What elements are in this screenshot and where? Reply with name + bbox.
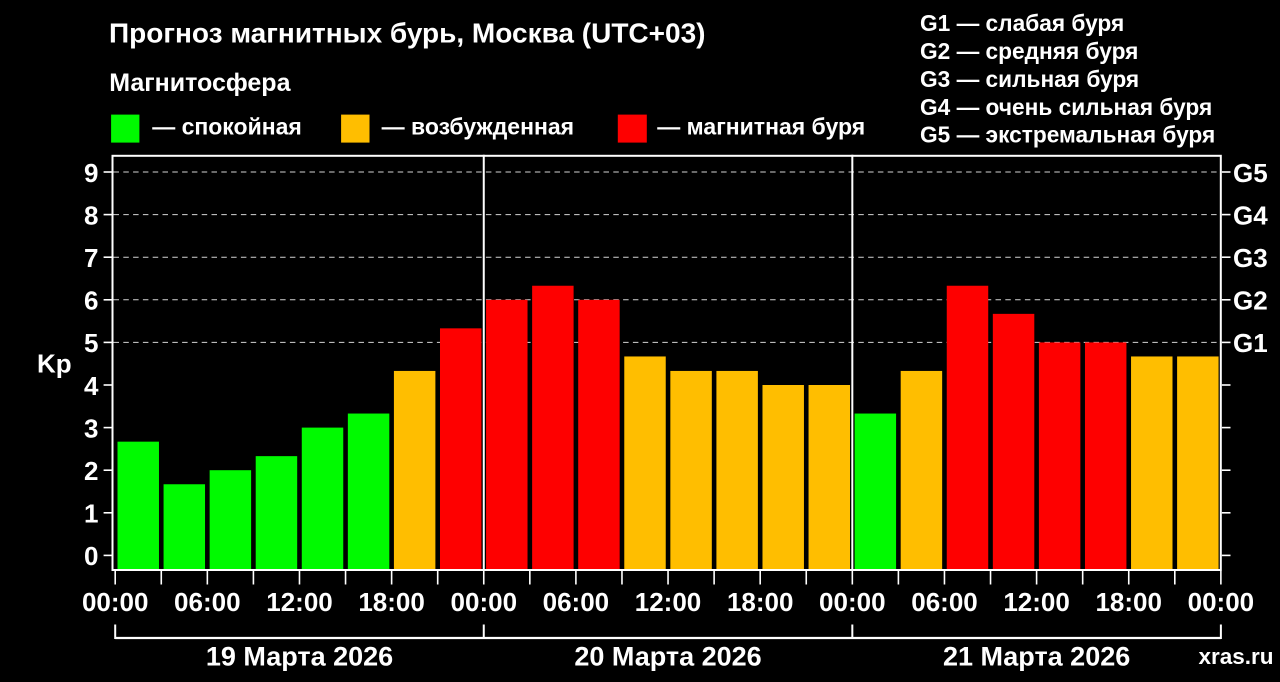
svg-text:4: 4 <box>84 371 99 401</box>
svg-text:G4 — очень сильная буря: G4 — очень сильная буря <box>920 94 1212 120</box>
svg-text:19 Марта 2026: 19 Марта 2026 <box>206 642 393 672</box>
svg-text:Магнитосфера: Магнитосфера <box>109 69 291 97</box>
svg-text:12:00: 12:00 <box>1003 587 1070 617</box>
svg-text:G1 — слабая буря: G1 — слабая буря <box>920 10 1124 36</box>
svg-text:12:00: 12:00 <box>266 587 333 617</box>
svg-text:xras.ru: xras.ru <box>1198 644 1273 669</box>
svg-text:— магнитная буря: — магнитная буря <box>657 114 865 140</box>
svg-text:0: 0 <box>84 541 98 571</box>
svg-text:G2 — средняя буря: G2 — средняя буря <box>920 38 1138 64</box>
svg-text:18:00: 18:00 <box>1095 587 1162 617</box>
svg-text:8: 8 <box>84 200 98 230</box>
svg-text:00:00: 00:00 <box>819 587 886 617</box>
svg-text:2: 2 <box>84 456 98 486</box>
svg-text:Kp: Kp <box>37 349 72 379</box>
svg-text:06:00: 06:00 <box>174 587 241 617</box>
svg-text:18:00: 18:00 <box>727 587 794 617</box>
svg-text:— спокойная: — спокойная <box>152 114 302 140</box>
svg-text:7: 7 <box>84 243 98 273</box>
svg-text:G5: G5 <box>1233 158 1268 188</box>
svg-text:00:00: 00:00 <box>1188 587 1255 617</box>
svg-text:12:00: 12:00 <box>635 587 702 617</box>
svg-text:G1: G1 <box>1233 328 1268 358</box>
svg-text:20 Марта 2026: 20 Марта 2026 <box>574 642 761 672</box>
svg-text:G3 — сильная буря: G3 — сильная буря <box>920 66 1139 92</box>
svg-text:6: 6 <box>84 286 98 316</box>
svg-text:00:00: 00:00 <box>82 587 149 617</box>
svg-text:18:00: 18:00 <box>358 587 425 617</box>
svg-text:— возбужденная: — возбужденная <box>382 114 575 140</box>
svg-text:5: 5 <box>84 328 98 358</box>
svg-text:G2: G2 <box>1233 286 1268 316</box>
svg-text:06:00: 06:00 <box>911 587 978 617</box>
svg-text:3: 3 <box>84 413 98 443</box>
svg-text:06:00: 06:00 <box>543 587 610 617</box>
svg-text:G5 — экстремальная буря: G5 — экстремальная буря <box>920 122 1215 148</box>
svg-text:G4: G4 <box>1233 200 1268 230</box>
svg-text:21 Марта 2026: 21 Марта 2026 <box>943 642 1130 672</box>
svg-text:1: 1 <box>84 499 98 529</box>
svg-text:00:00: 00:00 <box>451 587 518 617</box>
svg-text:Прогноз магнитных бурь, Москва: Прогноз магнитных бурь, Москва (UTC+03) <box>109 17 705 48</box>
svg-text:9: 9 <box>84 158 98 188</box>
svg-text:G3: G3 <box>1233 243 1268 273</box>
